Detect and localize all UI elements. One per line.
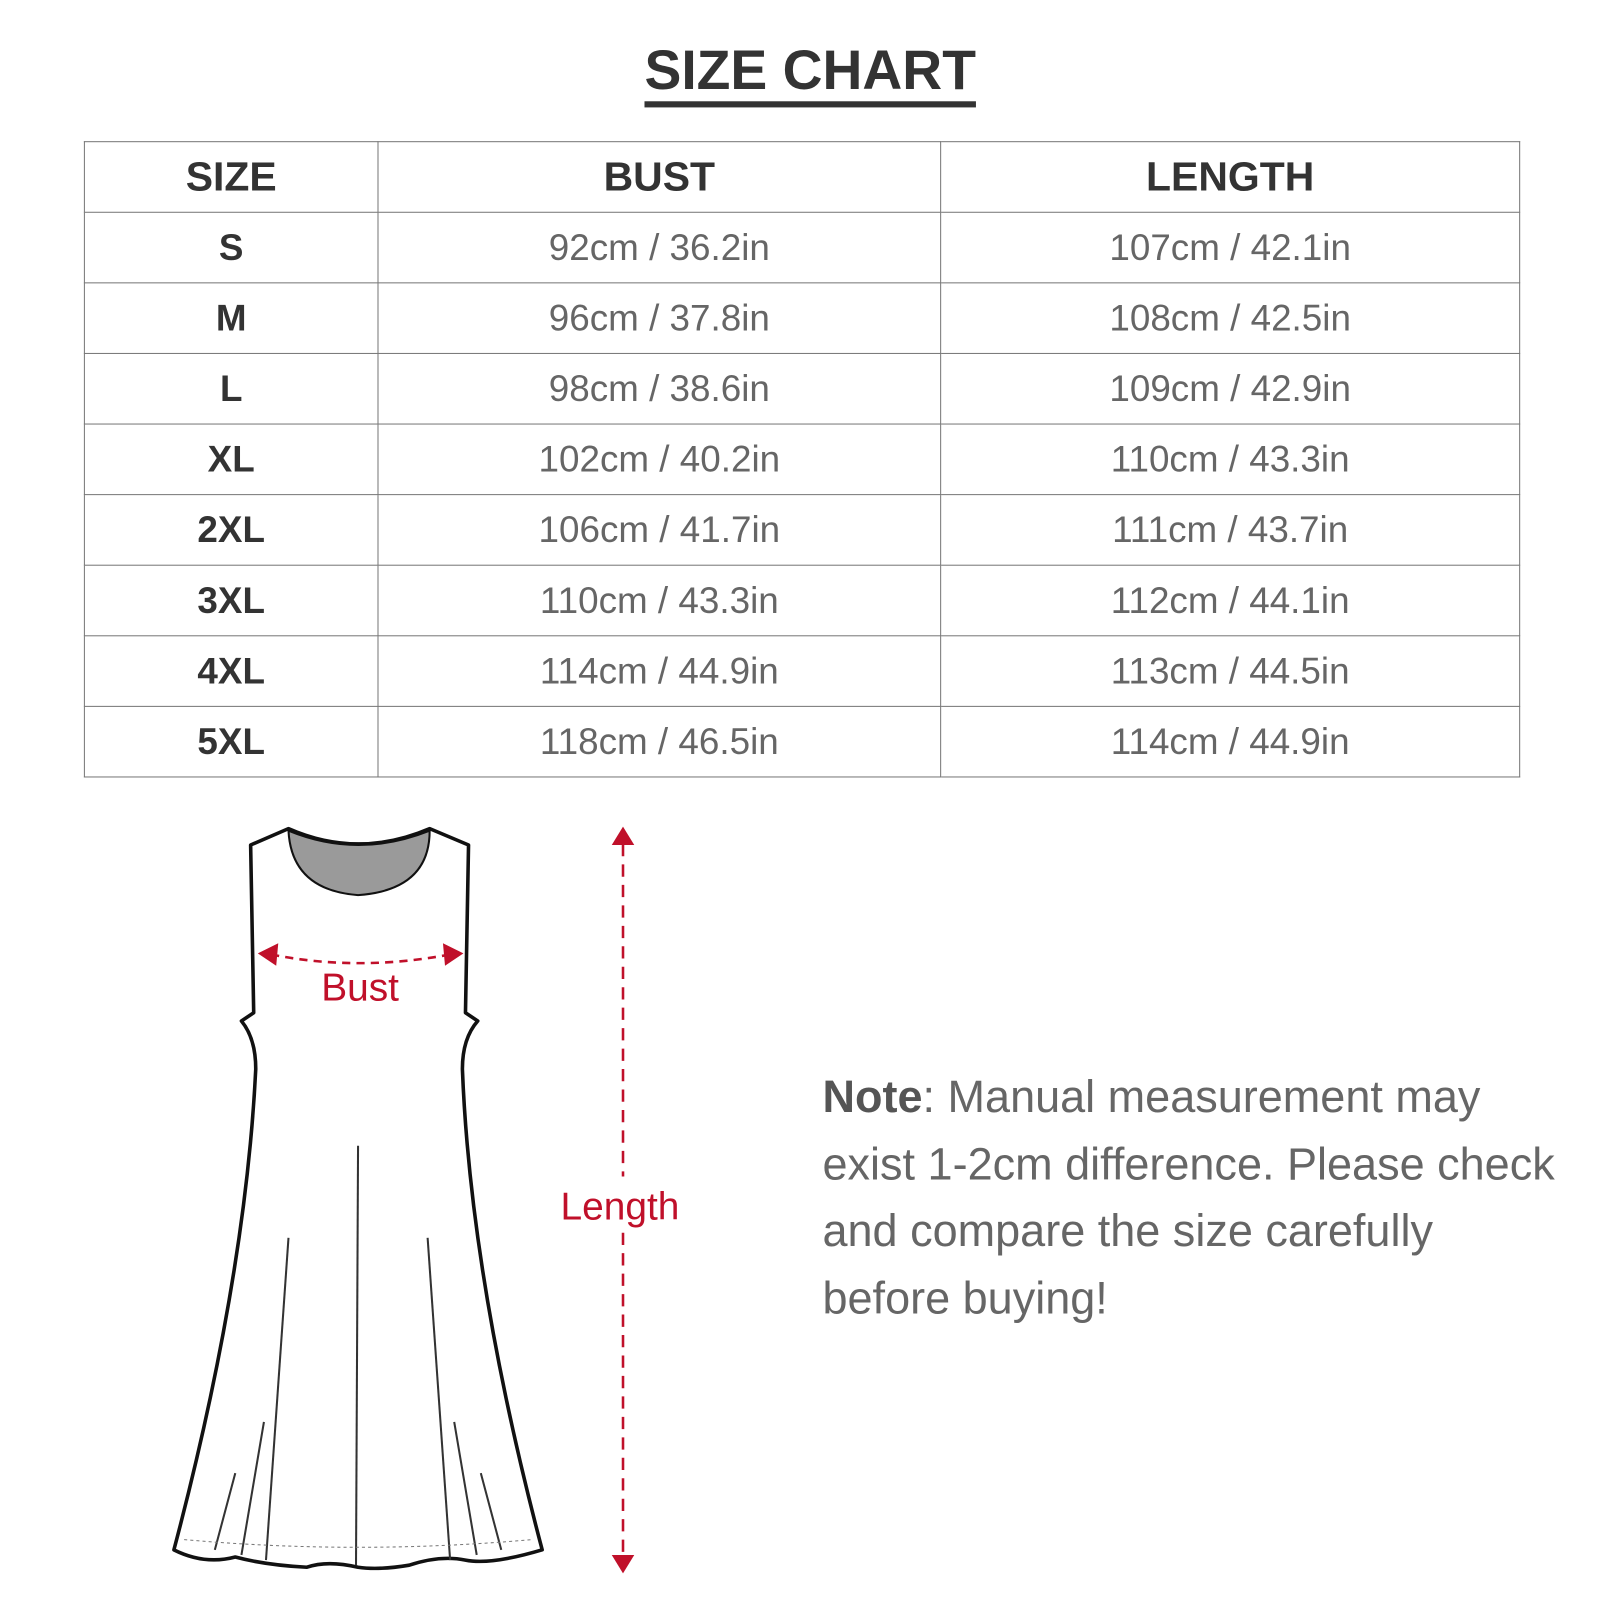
header-size: SIZE [83,141,379,213]
bust-label: Bust [321,966,399,1009]
bust-measure-arrow [257,943,464,966]
length-label: Length [561,1185,680,1228]
size-cell: 5XL [83,705,379,778]
neckline-fill [287,829,431,897]
bust-cell: 114cm / 44.9in [377,635,942,707]
length-cell: 108cm / 42.5in [940,282,1521,354]
length-cell: 111cm / 43.7in [940,494,1521,566]
hem-stitch [184,1539,533,1548]
size-cell: 4XL [83,635,379,707]
bust-cell: 96cm / 37.8in [377,282,942,354]
note-label: Note [822,1072,923,1123]
size-table: SIZE BUST LENGTH S 92cm / 36.2in 107cm / 4… [83,141,1521,778]
length-cell: 110cm / 43.3in [940,423,1521,496]
length-cell: 114cm / 44.9in [940,705,1521,778]
table-row: M 96cm / 37.8in 108cm / 42.5in [83,282,1521,354]
header-bust: BUST [377,141,942,213]
size-cell: XL [83,423,379,496]
note-text: Note: Manual measurement may exist 1-2cm… [822,1064,1559,1332]
table-row: XL 102cm / 40.2in 110cm / 43.3in [83,423,1521,496]
size-cell: M [83,282,379,354]
size-cell: 3XL [83,564,379,637]
table-row: 5XL 118cm / 46.5in 114cm / 44.9in [83,705,1521,778]
bust-cell: 98cm / 38.6in [377,352,942,425]
table-header-row: SIZE BUST LENGTH [83,141,1521,213]
bust-cell: 106cm / 41.7in [377,494,942,566]
table-row: 4XL 114cm / 44.9in 113cm / 44.5in [83,635,1521,707]
length-cell: 113cm / 44.5in [940,635,1521,707]
length-cell: 112cm / 44.1in [940,564,1521,637]
bust-cell: 102cm / 40.2in [377,423,942,496]
length-measure-arrow [611,826,635,1574]
note-body: : Manual measurement may exist 1-2cm dif… [822,1072,1555,1324]
size-cell: 2XL [83,494,379,566]
bust-cell: 118cm / 46.5in [377,705,942,778]
pleat-lines [213,1145,503,1566]
page-title: SIZE CHART [0,39,1600,108]
table-row: 2XL 106cm / 41.7in 111cm / 43.7in [83,494,1521,566]
header-length: LENGTH [940,141,1521,213]
